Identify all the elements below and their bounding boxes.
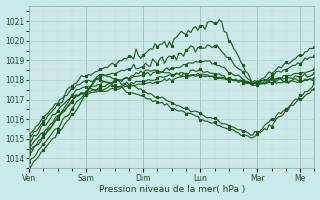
X-axis label: Pression niveau de la mer( hPa ): Pression niveau de la mer( hPa ) — [99, 185, 245, 194]
